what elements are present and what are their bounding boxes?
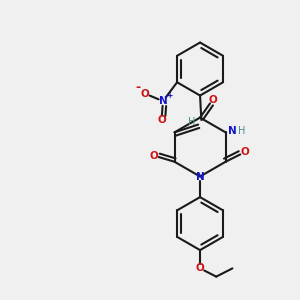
- Text: -: -: [135, 81, 140, 94]
- Text: +: +: [167, 91, 173, 100]
- Text: O: O: [150, 151, 159, 161]
- Text: N: N: [228, 126, 236, 136]
- Text: H: H: [238, 126, 245, 136]
- Text: N: N: [196, 172, 204, 182]
- Text: O: O: [157, 115, 166, 125]
- Text: O: O: [141, 89, 150, 99]
- Text: N: N: [159, 96, 167, 106]
- Text: O: O: [208, 94, 217, 104]
- Text: H: H: [188, 117, 196, 127]
- Text: O: O: [196, 263, 204, 273]
- Text: O: O: [240, 147, 249, 157]
